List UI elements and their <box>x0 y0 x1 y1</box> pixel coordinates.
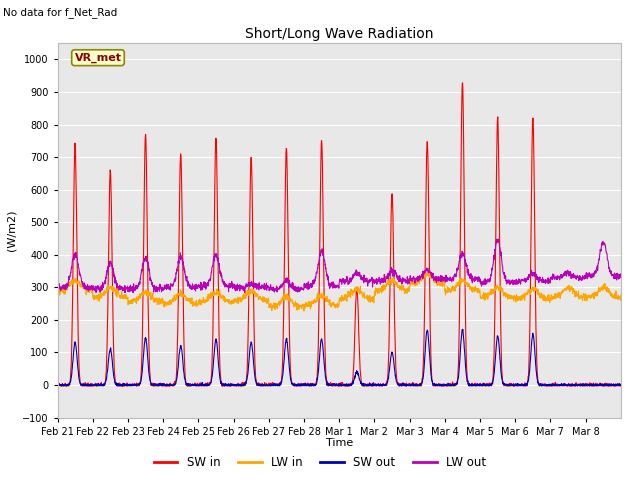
X-axis label: Time: Time <box>326 438 353 448</box>
LW out <box>509 282 517 288</box>
Line: SW in: SW in <box>58 83 621 386</box>
SW out <box>509 383 517 388</box>
Line: LW in: LW in <box>58 272 621 311</box>
Title: Short/Long Wave Radiation: Short/Long Wave Radiation <box>245 27 433 41</box>
LW in <box>373 289 381 295</box>
SW in <box>373 382 381 388</box>
LW out <box>232 288 239 293</box>
SW out <box>232 382 239 388</box>
LW out <box>110 271 118 276</box>
SW out <box>54 381 61 386</box>
SW out <box>617 382 625 388</box>
Line: LW out: LW out <box>58 239 621 293</box>
LW out <box>241 290 248 296</box>
SW out <box>609 383 617 389</box>
SW in <box>110 361 118 367</box>
LW out <box>617 271 625 277</box>
LW in <box>617 292 625 298</box>
LW in <box>232 298 239 304</box>
LW out <box>541 279 549 285</box>
Text: VR_met: VR_met <box>74 53 122 63</box>
LW out <box>54 286 61 291</box>
SW out <box>110 375 118 381</box>
SW in <box>609 383 617 389</box>
LW in <box>609 292 617 298</box>
SW in <box>232 383 239 388</box>
Legend: SW in, LW in, SW out, LW out: SW in, LW in, SW out, LW out <box>149 452 491 474</box>
LW out <box>609 273 617 278</box>
Line: SW out: SW out <box>58 329 621 386</box>
SW out <box>459 326 467 332</box>
SW in <box>541 382 549 387</box>
LW in <box>54 287 61 292</box>
SW out <box>541 382 549 388</box>
LW in <box>509 295 517 300</box>
Text: No data for f_Net_Rad: No data for f_Net_Rad <box>3 7 118 18</box>
SW out <box>373 382 381 388</box>
SW in <box>57 383 65 389</box>
Y-axis label: (W/m2): (W/m2) <box>6 210 17 251</box>
SW in <box>459 80 467 86</box>
LW in <box>541 295 549 301</box>
LW out <box>495 236 502 242</box>
SW in <box>509 383 517 389</box>
SW in <box>617 382 625 388</box>
LW in <box>424 269 432 275</box>
SW in <box>54 382 61 387</box>
LW out <box>373 280 381 286</box>
SW out <box>58 383 65 389</box>
LW in <box>110 284 118 290</box>
LW in <box>300 308 308 314</box>
